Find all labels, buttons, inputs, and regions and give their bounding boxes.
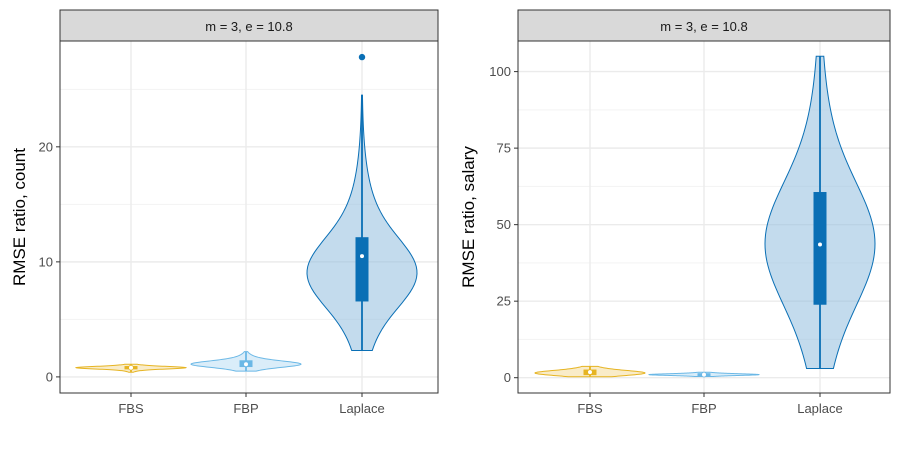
y-tick-label: 50: [497, 217, 511, 232]
outlier-point: [358, 53, 366, 61]
x-tick-label: Laplace: [797, 401, 843, 416]
strip-background: [59, 9, 439, 42]
violin-marks: [534, 55, 876, 378]
mean-point-laplace: [359, 253, 365, 259]
strip-background: [517, 9, 891, 42]
axis-ticks: 0 25 50 75 100 FBS FBP Laplace: [489, 64, 842, 416]
axis-ticks: 0 10 20 FBS FBP Laplace: [39, 139, 385, 416]
y-tick-label: 0: [504, 370, 511, 385]
violin-marks: [74, 53, 418, 373]
mean-point-fbs: [128, 364, 134, 371]
x-tick-label: Laplace: [339, 401, 385, 416]
y-tick-label: 0: [46, 369, 53, 384]
x-tick-label: FBP: [691, 401, 716, 416]
box-laplace: [813, 192, 827, 305]
mean-point-fbp: [243, 361, 249, 368]
y-tick-label: 20: [39, 139, 53, 154]
box-laplace: [355, 237, 369, 302]
panel-border: [59, 40, 439, 394]
strip-title: m = 3, e = 10.8: [205, 19, 292, 34]
mean-point-fbp: [701, 371, 707, 378]
mean-point-fbs: [587, 369, 593, 375]
strip-title: m = 3, e = 10.8: [660, 19, 747, 34]
y-tick-label: 25: [497, 294, 511, 309]
y-axis-title: RMSE ratio, count: [10, 148, 29, 286]
y-tick-label: 100: [489, 64, 511, 79]
x-tick-label: FBP: [233, 401, 258, 416]
y-tick-label: 75: [497, 141, 511, 156]
mean-point-laplace: [817, 241, 823, 248]
facet-panel-count: m = 3, e = 10.8 0 10 20 FBS FBP Laplace RMSE …: [10, 9, 439, 416]
x-tick-label: FBS: [577, 401, 603, 416]
y-tick-label: 10: [39, 254, 53, 269]
grid-lines: [60, 41, 438, 393]
x-tick-label: FBS: [118, 401, 144, 416]
y-axis-title: RMSE ratio, salary: [459, 146, 478, 288]
